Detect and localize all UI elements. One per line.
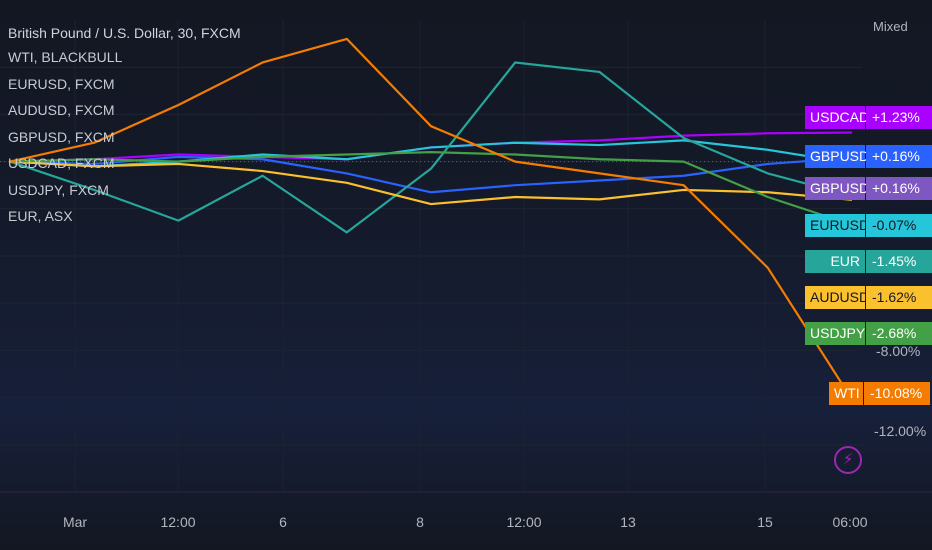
legend-item-usdcad[interactable]: USDCAD, FXCM: [8, 155, 115, 171]
legend-item-eur[interactable]: EUR, ASX: [8, 208, 73, 224]
price-tag-value: -1.62%: [866, 286, 932, 309]
series-line-audusd: [9, 160, 853, 206]
price-tag-symbol: USDCAD: [805, 106, 869, 129]
y-tick-label: -12.00%: [874, 423, 927, 439]
price-tag-symbol: EURUSD: [805, 214, 869, 237]
series-line-gbpusd: [9, 155, 853, 194]
series-lines: [9, 37, 853, 401]
legend-item-audusd[interactable]: AUDUSD, FXCM: [8, 102, 115, 118]
scale-mode-label[interactable]: Mixed: [873, 19, 908, 34]
time-label: 06:00: [832, 514, 868, 530]
price-tag-symbol: EUR: [805, 250, 865, 273]
series-line-usdjpy: [9, 151, 853, 226]
chart-title[interactable]: British Pound / U.S. Dollar, 30, FXCM: [8, 25, 241, 41]
price-tag-value: -1.45%: [866, 250, 932, 273]
price-tag-symbol: WTI: [829, 382, 863, 405]
time-label: Mar: [62, 514, 88, 530]
y-tick-label: -8.00%: [876, 343, 921, 359]
series-line-eur: [9, 61, 853, 234]
lightning-icon[interactable]: ⚡: [834, 446, 862, 474]
price-tag-symbol: USDJPY: [805, 322, 865, 345]
price-tag-value: +1.23%: [866, 106, 932, 129]
price-tag-symbol: GBPUSD: [805, 177, 869, 200]
price-tag-value: +0.16%: [866, 145, 932, 168]
time-label: 13: [620, 514, 636, 530]
time-label: 12:00: [160, 514, 196, 530]
legend-item-wti[interactable]: WTI, BLACKBULL: [8, 49, 123, 65]
time-label: 15: [757, 514, 773, 530]
time-label: 8: [416, 514, 424, 530]
legend-item-gbpusd[interactable]: GBPUSD, FXCM: [8, 128, 115, 145]
price-tag-value: +0.16%: [866, 177, 932, 200]
time-label: 12:00: [506, 514, 542, 530]
legend: British Pound / U.S. Dollar, 30, FXCM WT…: [8, 22, 241, 230]
series-line-wti: [9, 37, 853, 401]
price-tag-symbol: GBPUSD: [805, 145, 869, 168]
price-tag-symbol: AUDUSD: [805, 286, 869, 309]
price-tag-value: -0.07%: [866, 214, 932, 237]
time-label: 6: [279, 514, 287, 530]
legend-item-usdjpy[interactable]: USDJPY, FXCM: [8, 181, 109, 198]
price-tag-value: -2.68%: [866, 322, 932, 345]
series-line-eurusd: [9, 139, 853, 168]
price-tag-value: -10.08%: [864, 382, 930, 405]
legend-item-eurusd[interactable]: EURUSD, FXCM: [8, 75, 115, 92]
